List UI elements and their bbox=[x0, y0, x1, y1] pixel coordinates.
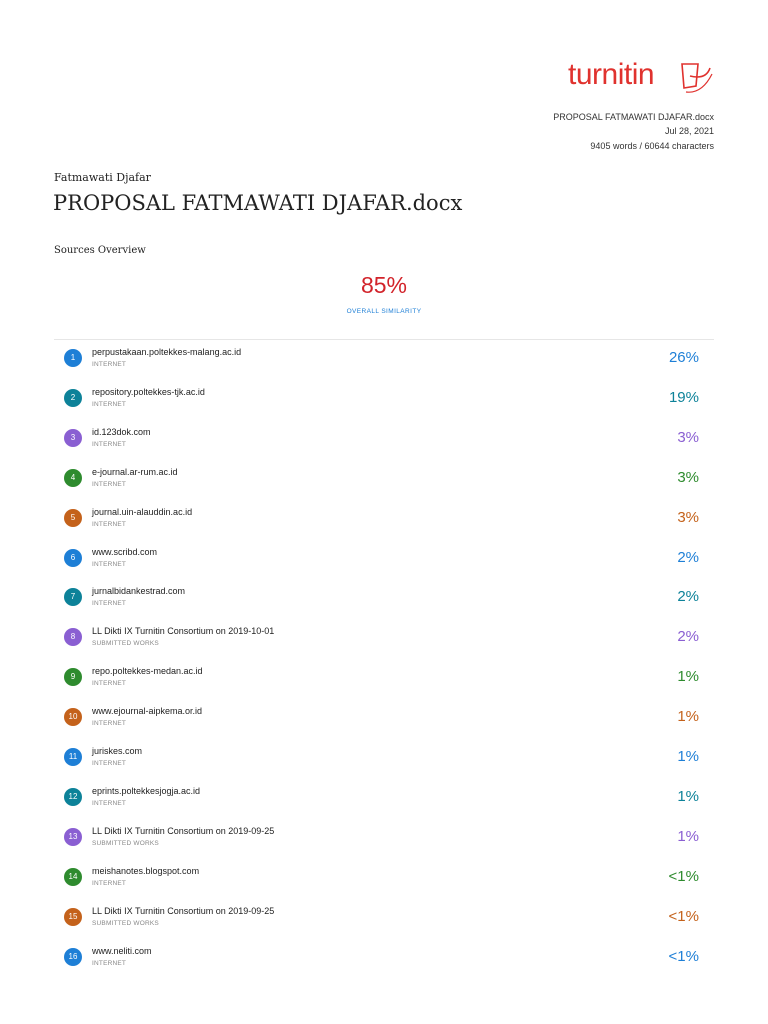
source-name: www.ejournal-aipkema.or.id bbox=[92, 706, 203, 717]
source-name: eprints.poltekkesjogja.ac.id bbox=[92, 785, 201, 796]
source-number: 7 bbox=[64, 588, 82, 607]
source-type: INTERNET bbox=[92, 799, 127, 807]
source-number: 4 bbox=[64, 468, 82, 487]
source-percent: 3% bbox=[677, 428, 699, 446]
source-percent: 3% bbox=[677, 468, 699, 486]
source-name: repo.poltekkes-medan.ac.id bbox=[92, 666, 203, 677]
source-percent: 2% bbox=[677, 548, 699, 566]
source-number: 6 bbox=[64, 548, 82, 567]
source-name: e-journal.ar-rum.ac.id bbox=[92, 466, 178, 477]
source-name: jurnalbidankestrad.com bbox=[92, 586, 186, 597]
source-number: 10 bbox=[64, 708, 82, 727]
logo: turnitin bbox=[568, 58, 655, 91]
source-number: 1 bbox=[64, 349, 82, 367]
source-name: journal.uin-alauddin.ac.id bbox=[92, 506, 193, 517]
source-type: SUBMITTED WORKS bbox=[92, 839, 159, 847]
source-percent: 3% bbox=[677, 508, 699, 526]
source-type: INTERNET bbox=[92, 440, 127, 448]
source-number: 8 bbox=[64, 628, 82, 647]
source-percent: 1% bbox=[677, 708, 699, 726]
source-number: 14 bbox=[64, 867, 82, 886]
source-type: INTERNET bbox=[92, 560, 127, 568]
source-percent: 1% bbox=[677, 827, 699, 845]
source-name: LL Dikti IX Turnitin Consortium on 2019-… bbox=[92, 626, 275, 637]
section-title: Sources Overview bbox=[54, 245, 146, 256]
source-number: 3 bbox=[64, 428, 82, 447]
source-name: perpustakaan.poltekkes-malang.ac.id bbox=[92, 347, 242, 357]
source-type: SUBMITTED WORKS bbox=[92, 640, 159, 648]
stats: 9405 words / 60644 characters bbox=[590, 141, 714, 151]
source-percent: 1% bbox=[677, 668, 699, 686]
title: PROPOSAL FATMAWATI DJAFAR.docx bbox=[53, 191, 463, 215]
source-number: 16 bbox=[64, 947, 82, 966]
source-type: INTERNET bbox=[92, 600, 127, 608]
date: Jul 28, 2021 bbox=[664, 126, 714, 136]
source-name: juriskes.com bbox=[92, 746, 143, 756]
source-percent: 2% bbox=[677, 628, 699, 646]
source-name: LL Dikti IX Turnitin Consortium on 2019-… bbox=[92, 905, 275, 916]
source-number: 11 bbox=[64, 748, 82, 766]
logo-icon bbox=[681, 63, 713, 93]
source-percent: 26% bbox=[668, 349, 699, 366]
source-type: INTERNET bbox=[92, 760, 127, 767]
author: Fatmawati Djafar bbox=[54, 171, 151, 184]
source-name: LL Dikti IX Turnitin Consortium on 2019-… bbox=[92, 825, 275, 836]
source-name: www.neliti.com bbox=[92, 945, 152, 956]
source-number: 2 bbox=[64, 388, 82, 407]
file-name: PROPOSAL FATMAWATI DJAFAR.docx bbox=[553, 112, 714, 122]
source-percent: <1% bbox=[668, 907, 699, 925]
source-type: INTERNET bbox=[92, 400, 127, 408]
source-type: INTERNET bbox=[92, 520, 127, 528]
similarity-value: 85% bbox=[360, 272, 408, 298]
divider bbox=[54, 339, 714, 340]
source-percent: <1% bbox=[668, 947, 699, 965]
source-type: INTERNET bbox=[92, 680, 127, 688]
source-percent: <1% bbox=[668, 867, 699, 885]
source-type: INTERNET bbox=[92, 480, 127, 488]
source-number: 13 bbox=[64, 827, 82, 846]
source-number: 5 bbox=[64, 508, 82, 527]
source-percent: 2% bbox=[677, 588, 699, 606]
source-percent: 1% bbox=[677, 748, 699, 765]
similarity-label: OVERALL SIMILARITY bbox=[346, 308, 422, 315]
source-type: INTERNET bbox=[92, 720, 127, 728]
source-name: meishanotes.blogspot.com bbox=[92, 865, 200, 876]
source-name: www.scribd.com bbox=[92, 546, 158, 557]
source-type: INTERNET bbox=[92, 879, 127, 887]
source-percent: 1% bbox=[677, 787, 699, 805]
source-number: 9 bbox=[64, 668, 82, 687]
source-name: repository.poltekkes-tjk.ac.id bbox=[92, 386, 205, 397]
source-percent: 19% bbox=[668, 388, 699, 406]
source-name: id.123dok.com bbox=[92, 426, 151, 437]
source-type: SUBMITTED WORKS bbox=[92, 919, 159, 927]
source-number: 12 bbox=[64, 787, 82, 806]
source-type: INTERNET bbox=[92, 959, 127, 967]
source-number: 15 bbox=[64, 907, 82, 926]
source-type: INTERNET bbox=[92, 361, 127, 368]
